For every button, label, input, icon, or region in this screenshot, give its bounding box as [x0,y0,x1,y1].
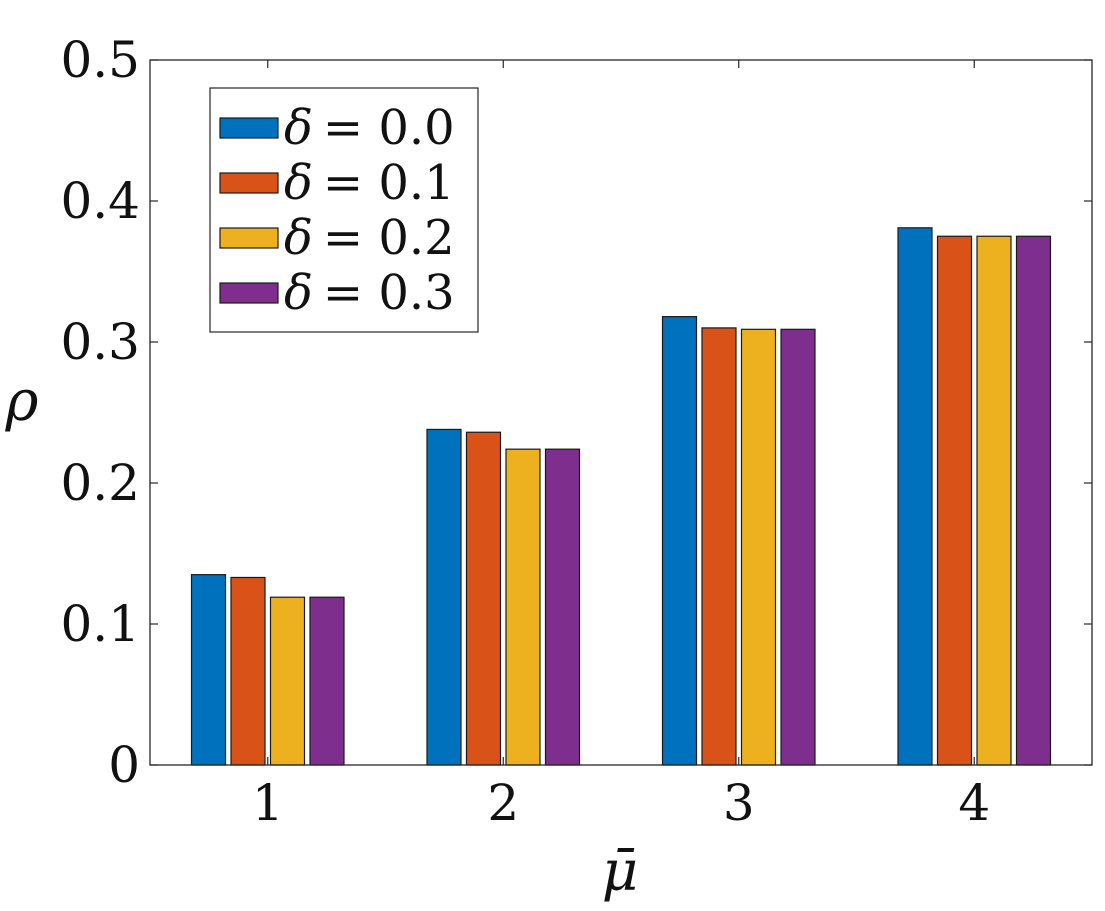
legend-entry-label: δ = 0.0 [284,100,455,156]
legend-entry-symbol: δ [284,155,313,211]
x-tick-label: 1 [252,774,284,832]
ticks-layer: 0 0.1 0.2 0.3 0.4 0.5 1 2 3 4 [60,31,1092,832]
bar-3-3 [740,328,777,766]
bar-2-2 [465,431,502,766]
y-tick-label: 0.5 [60,31,140,89]
bar-2-1 [230,576,266,766]
legend: δ = 0.0δ = 0.1δ = 0.2δ = 0.3 [209,87,479,333]
axes-layer [149,59,1093,766]
legend-entry-symbol: δ [284,100,313,156]
bar-4-2 [544,448,581,766]
bar-1-1 [190,574,227,766]
y-tick-label: 0.1 [60,595,140,653]
bar-2-3 [701,327,737,766]
legend-entry-value: = 0.3 [323,265,455,321]
y-tick-label: 0.3 [60,313,140,371]
legend-entry-symbol: δ [284,265,313,321]
y-tick-label: 0.2 [60,454,140,512]
legend-entry-symbol: δ [284,210,313,266]
legend-entry-label: δ = 0.2 [284,210,455,266]
bar-4-3 [780,328,816,766]
x-tick-label: 4 [958,774,990,832]
bars-layer [190,227,1052,766]
bar-1-3 [661,316,698,766]
legend-swatch [219,282,279,304]
legend-swatch [219,227,279,249]
y-axis-label: ρ [5,369,39,434]
legend-swatch [219,117,279,139]
legend-entry-value: = 0.2 [323,210,455,266]
y-tick-label: 0 [108,736,140,794]
plot-frame [149,59,1093,766]
bar-3-1 [269,596,306,766]
legend-entry-label: δ = 0.3 [284,265,455,321]
bar-4-1 [309,596,345,766]
legend-entry-value: = 0.1 [323,155,455,211]
bar-3-4 [976,235,1012,766]
y-tick-label: 0.4 [60,172,140,230]
bar-3-2 [505,448,541,766]
x-tick-label: 2 [487,774,519,832]
bar-1-4 [897,227,933,766]
x-axis-label: μ̄ [602,839,638,904]
legend-swatch [219,172,279,194]
legend-entry-label: δ = 0.1 [284,155,455,211]
bar-4-4 [1015,235,1052,766]
bar-1-2 [426,428,462,766]
x-tick-label: 3 [723,774,755,832]
bar-2-4 [936,235,973,766]
legend-entry-value: = 0.0 [323,100,455,156]
x-axis-label-symbol: μ̄ [602,839,638,904]
